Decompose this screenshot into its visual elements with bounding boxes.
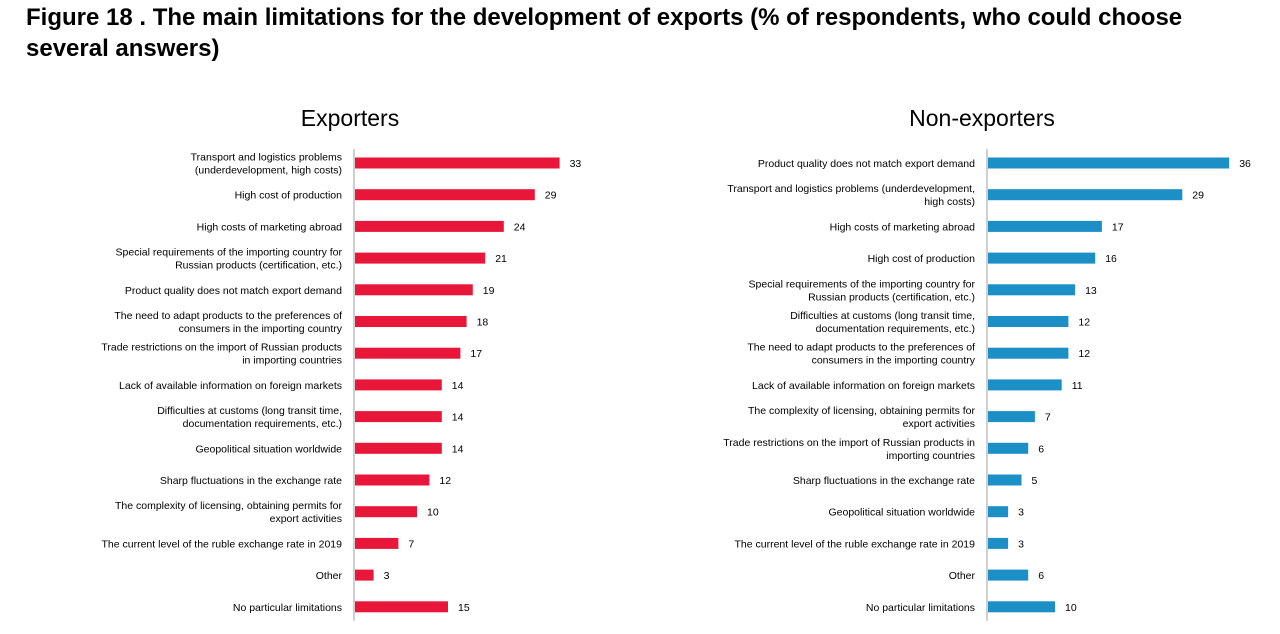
non-exporters-value-label: 3 bbox=[1018, 538, 1024, 550]
non-exporters-bar bbox=[988, 569, 1029, 581]
exporters-bar bbox=[355, 569, 374, 581]
non-exporters-bar bbox=[988, 157, 1230, 169]
exporters-value-label: 10 bbox=[427, 507, 439, 519]
exporters-bar bbox=[355, 506, 417, 518]
non-exporters-category-label: The complexity of licensing, obtaining p… bbox=[748, 405, 976, 430]
figure-title: Figure 18 . The main limitations for the… bbox=[26, 4, 1183, 62]
non-exporters-bar bbox=[988, 442, 1029, 454]
non-exporters-bar bbox=[988, 537, 1009, 549]
exporters-category-label: Trade restrictions on the import of Russ… bbox=[101, 342, 342, 367]
exporters-chart-title: Exporters bbox=[301, 105, 399, 131]
exporters-category-label: Sharp fluctuations in the exchange rate bbox=[160, 475, 342, 487]
exporters-bar bbox=[355, 347, 461, 359]
exporters-bar bbox=[355, 316, 467, 327]
exporters-value-label: 14 bbox=[452, 412, 464, 424]
exporters-category-label: Other bbox=[316, 570, 343, 582]
exporters-bar bbox=[355, 411, 442, 423]
non-exporters-value-label: 5 bbox=[1032, 475, 1038, 487]
non-exporters-category-label: Trade restrictions on the import of Russ… bbox=[723, 437, 975, 462]
non-exporters-bar bbox=[988, 252, 1096, 264]
exporters-bar bbox=[355, 189, 535, 201]
non-exporters-bar bbox=[988, 347, 1069, 359]
exporters-bar bbox=[355, 220, 504, 232]
non-exporters-category-label: Transport and logistics problems (underd… bbox=[727, 183, 975, 208]
exporters-bar bbox=[355, 284, 473, 296]
non-exporters-bar bbox=[988, 189, 1183, 201]
non-exporters-bar bbox=[988, 601, 1055, 613]
non-exporters-value-label: 17 bbox=[1112, 221, 1124, 233]
non-exporters-bar bbox=[988, 316, 1069, 327]
exporters-chart: Exporters 33 Transport and logistics probl… bbox=[101, 105, 581, 621]
exporters-value-label: 15 bbox=[458, 602, 470, 614]
non-exporters-bar bbox=[988, 411, 1035, 423]
exporters-category-label: Product quality does not match export de… bbox=[125, 285, 342, 297]
non-exporters-bar bbox=[988, 506, 1009, 518]
exporters-value-label: 17 bbox=[470, 348, 482, 360]
exporters-bar bbox=[355, 442, 442, 454]
non-exporters-value-label: 6 bbox=[1038, 443, 1044, 455]
exporters-category-label: Special requirements of the importing co… bbox=[116, 247, 343, 272]
exporters-value-label: 24 bbox=[514, 221, 526, 233]
exporters-bar bbox=[355, 379, 442, 391]
exporters-bar bbox=[355, 252, 486, 264]
non-exporters-category-label: Other bbox=[949, 570, 976, 582]
non-exporters-category-label: Product quality does not match export de… bbox=[758, 158, 975, 170]
non-exporters-category-label: Special requirements of the importing co… bbox=[749, 278, 976, 303]
exporters-bar bbox=[355, 157, 560, 169]
exporters-category-label: The current level of the ruble exchange … bbox=[102, 538, 343, 550]
non-exporters-category-label: Sharp fluctuations in the exchange rate bbox=[793, 475, 975, 487]
exporters-value-label: 19 bbox=[483, 285, 495, 297]
exporters-value-label: 12 bbox=[439, 475, 451, 487]
exporters-category-label: No particular limitations bbox=[233, 602, 342, 614]
non-exporters-value-label: 36 bbox=[1239, 158, 1251, 170]
exporters-value-label: 33 bbox=[570, 158, 582, 170]
non-exporters-chart-title: Non-exporters bbox=[909, 105, 1055, 131]
exporters-value-label: 14 bbox=[452, 380, 464, 392]
non-exporters-bar bbox=[988, 474, 1022, 486]
exporters-bar bbox=[355, 537, 399, 549]
exporters-category-label: High cost of production bbox=[235, 190, 343, 202]
non-exporters-category-label: The current level of the ruble exchange … bbox=[735, 538, 976, 550]
non-exporters-bar bbox=[988, 220, 1102, 232]
non-exporters-category-label: High costs of marketing abroad bbox=[830, 221, 975, 233]
exporters-category-label: High costs of marketing abroad bbox=[197, 221, 342, 233]
non-exporters-value-label: 29 bbox=[1192, 190, 1204, 202]
non-exporters-value-label: 7 bbox=[1045, 412, 1051, 424]
non-exporters-value-label: 16 bbox=[1105, 253, 1117, 265]
exporters-bar bbox=[355, 601, 448, 613]
non-exporters-category-label: Geopolitical situation worldwide bbox=[829, 507, 976, 519]
exporters-category-label: The complexity of licensing, obtaining p… bbox=[115, 500, 343, 525]
non-exporters-value-label: 10 bbox=[1065, 602, 1077, 614]
non-exporters-value-label: 12 bbox=[1078, 317, 1090, 329]
non-exporters-category-label: Difficulties at customs (long transit ti… bbox=[790, 310, 975, 335]
non-exporters-value-label: 11 bbox=[1072, 380, 1083, 392]
non-exporters-value-label: 3 bbox=[1018, 507, 1024, 519]
non-exporters-value-label: 13 bbox=[1085, 285, 1097, 297]
exporters-category-label: Geopolitical situation worldwide bbox=[196, 443, 343, 455]
non-exporters-category-label: The need to adapt products to the prefer… bbox=[747, 342, 975, 367]
non-exporters-category-label: Lack of available information on foreign… bbox=[752, 380, 975, 392]
exporters-category-label: Lack of available information on foreign… bbox=[119, 380, 342, 392]
exporters-value-label: 7 bbox=[408, 538, 414, 550]
exporters-value-label: 14 bbox=[452, 443, 464, 455]
exporters-value-label: 18 bbox=[477, 317, 489, 329]
exporters-category-label: Difficulties at customs (long transit ti… bbox=[157, 405, 342, 430]
non-exporters-bar bbox=[988, 379, 1062, 391]
exporters-bar bbox=[355, 474, 430, 486]
exporters-value-label: 21 bbox=[495, 253, 507, 265]
exporters-category-label: The need to adapt products to the prefer… bbox=[114, 310, 342, 335]
non-exporters-value-label: 12 bbox=[1078, 348, 1090, 360]
non-exporters-bar bbox=[988, 284, 1076, 296]
non-exporters-category-label: High cost of production bbox=[868, 253, 976, 265]
non-exporters-value-label: 6 bbox=[1038, 570, 1044, 582]
exporters-value-label: 3 bbox=[384, 570, 390, 582]
non-exporters-category-label: No particular limitations bbox=[866, 602, 975, 614]
exporters-category-label: Transport and logistics problems (underde… bbox=[191, 152, 342, 177]
exporters-value-label: 29 bbox=[545, 190, 557, 202]
